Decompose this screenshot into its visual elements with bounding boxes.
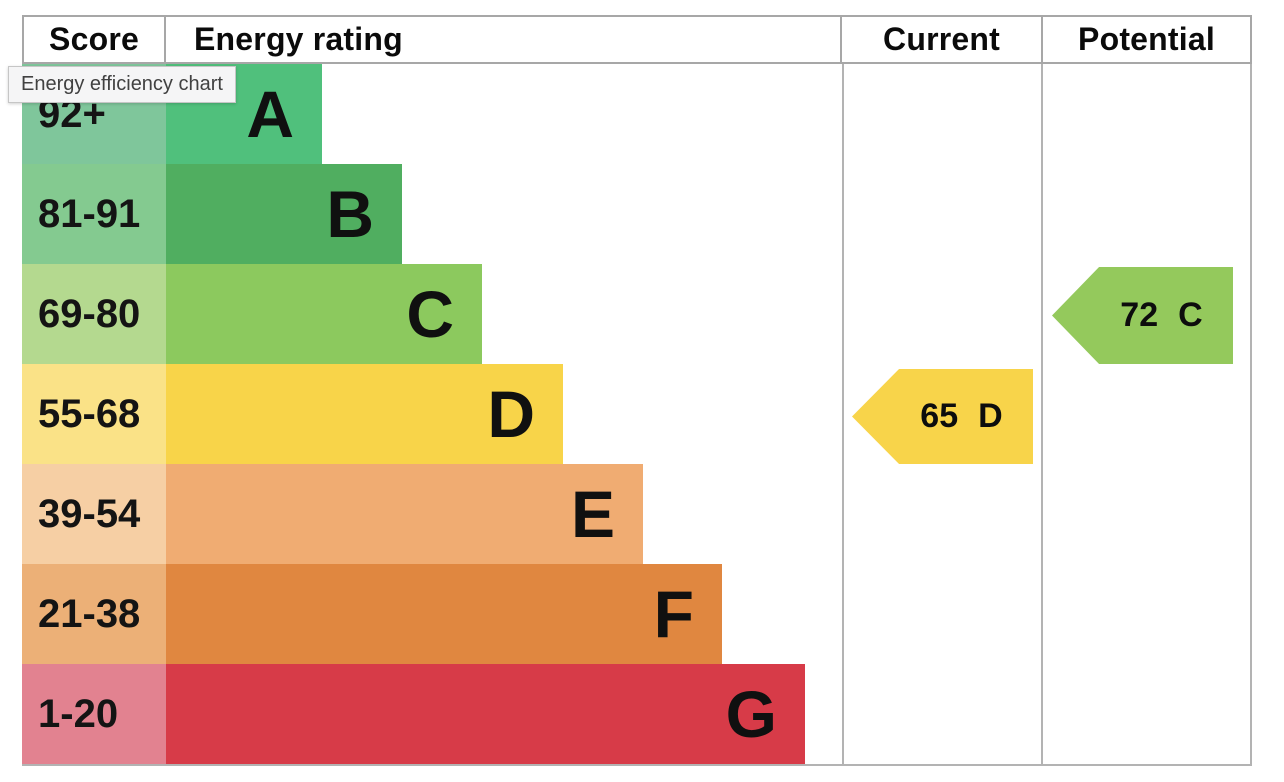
potential-column-cell — [1043, 64, 1252, 164]
current-column-cell — [842, 364, 1043, 464]
potential-rating-value: 72 — [1120, 296, 1159, 334]
current-column-cell — [842, 264, 1043, 364]
current-column-cell — [842, 564, 1043, 664]
band-bar-area-b: B — [166, 164, 842, 264]
header-energy-rating-label: Energy rating — [194, 21, 403, 57]
current-rating-band: D — [978, 397, 1003, 435]
chart-title-tooltip: Energy efficiency chart — [8, 66, 236, 103]
band-score-c: 69-80 — [22, 264, 166, 364]
band-bar-d: D — [166, 364, 563, 464]
chart-title-tooltip-text: Energy efficiency chart — [21, 73, 223, 95]
band-row-f: 21-38 F — [22, 564, 1252, 664]
band-score-f: 21-38 — [22, 564, 166, 664]
band-bar-g: G — [166, 664, 805, 764]
band-row-b: 81-91 B — [22, 164, 1252, 264]
band-bar-a: A — [166, 64, 322, 164]
band-score-e: 39-54 — [22, 464, 166, 564]
band-bar-area-c: C — [166, 264, 842, 364]
band-bar-e: E — [166, 464, 643, 564]
band-bar-area-d: D — [166, 364, 842, 464]
header-score: Score — [22, 15, 166, 64]
band-bar-area-f: F — [166, 564, 842, 664]
header-potential: Potential — [1043, 15, 1252, 64]
potential-rating-band: C — [1178, 296, 1203, 334]
band-bar-area-a: A — [166, 64, 842, 164]
potential-column-cell — [1043, 364, 1252, 464]
band-row-c: 69-80 C — [22, 264, 1252, 364]
current-rating-value: 65 — [920, 397, 959, 435]
band-bar-area-e: E — [166, 464, 842, 564]
header-energy-rating: Energy rating — [166, 15, 842, 64]
potential-column-cell — [1043, 464, 1252, 564]
potential-column-cell — [1043, 664, 1252, 764]
band-bar-b: B — [166, 164, 402, 264]
current-column-cell — [842, 664, 1043, 764]
header-potential-label: Potential — [1078, 21, 1215, 57]
band-rows: 92+ A 81-91 B 69-80 C 55-68 D 39-54 E 21-38 F 1-20 G — [22, 64, 1252, 766]
current-column-cell — [842, 64, 1043, 164]
band-row-e: 39-54 E — [22, 464, 1252, 564]
band-bar-c: C — [166, 264, 482, 364]
header-current: Current — [842, 15, 1043, 64]
band-score-b: 81-91 — [22, 164, 166, 264]
band-score-d: 55-68 — [22, 364, 166, 464]
chart-header-row: Score Energy rating Current Potential — [22, 15, 1252, 64]
band-row-d: 55-68 D — [22, 364, 1252, 464]
band-bar-f: F — [166, 564, 722, 664]
header-current-label: Current — [883, 21, 1000, 57]
current-column-cell — [842, 164, 1043, 264]
current-column-cell — [842, 464, 1043, 564]
header-score-label: Score — [49, 21, 139, 57]
band-score-g: 1-20 — [22, 664, 166, 764]
band-row-g: 1-20 G — [22, 664, 1252, 764]
potential-column-cell — [1043, 564, 1252, 664]
band-bar-area-g: G — [166, 664, 842, 764]
potential-column-cell — [1043, 164, 1252, 264]
potential-column-cell — [1043, 264, 1252, 364]
